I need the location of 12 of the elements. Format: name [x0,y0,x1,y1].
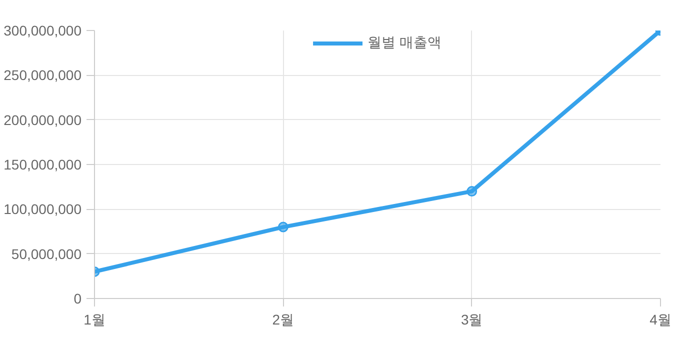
y-tick-label: 250,000,000 [4,67,82,84]
x-tick-label: 4월 [650,312,672,328]
x-tick-label: 1월 [84,312,106,328]
y-tick-label: 200,000,000 [4,112,82,128]
y-tick-label: 50,000,000 [11,246,82,262]
y-tick-label: 300,000,000 [4,22,82,38]
y-tick-label: 150,000,000 [4,156,82,172]
y-tick-label: 100,000,000 [4,201,82,218]
y-tick-label: 0 [74,290,82,306]
legend-label: 월별 매출액 [368,34,442,52]
x-tick-label: 2월 [272,312,294,328]
x-tick-label: 3월 [460,312,483,328]
